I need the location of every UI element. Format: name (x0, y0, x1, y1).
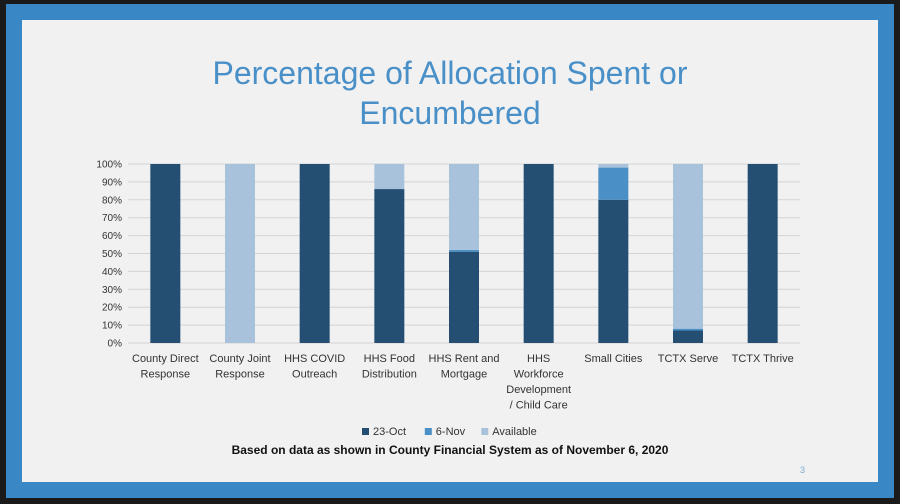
x-tick-label: Response (141, 369, 191, 381)
x-tick-label: / Child Care (510, 400, 568, 412)
title-line-1: Percentage of Allocation Spent or (212, 55, 688, 91)
footnote: Based on data as shown in County Financi… (231, 443, 669, 457)
bar-segment-23-oct (374, 189, 405, 343)
y-tick-label: 60% (102, 231, 122, 242)
title-line-2: Encumbered (359, 95, 541, 131)
y-tick-label: 40% (102, 267, 122, 278)
bar-segment-23-oct (449, 251, 479, 343)
y-tick-label: 70% (102, 213, 122, 224)
x-tick-label: HHS Food (364, 353, 415, 365)
y-tick-label: 20% (102, 303, 122, 314)
x-tick-label: Response (215, 369, 265, 381)
y-tick-label: 0% (108, 339, 123, 350)
y-tick-label: 50% (102, 249, 122, 260)
slide-title: Percentage of Allocation Spent or Encumb… (22, 53, 878, 133)
y-tick-label: 100% (96, 160, 122, 171)
y-tick-label: 80% (102, 195, 122, 206)
legend-label: 23-Oct (373, 426, 406, 438)
x-tick-label: TCTX Serve (658, 353, 719, 365)
x-tick-label: County Joint (209, 353, 270, 365)
bar-segment-23-oct (150, 164, 181, 343)
legend-swatch (424, 428, 432, 435)
legend-swatch (481, 428, 489, 435)
bar-segment-available (225, 164, 255, 343)
bar-segment-6-nov (598, 167, 629, 200)
x-tick-label: HHS (527, 353, 550, 365)
bar-segment-23-oct (523, 164, 554, 343)
bar-segment-available (673, 164, 703, 329)
bar-segment-23-oct (598, 199, 629, 343)
bar-segment-23-oct (747, 164, 778, 343)
x-tick-label: Distribution (362, 369, 417, 381)
bar-segment-6-nov (673, 328, 703, 331)
x-tick-label: HHS COVID (284, 353, 345, 365)
legend-swatch (362, 428, 369, 435)
x-tick-label: HHS Rent and (429, 353, 500, 365)
y-tick-label: 30% (102, 285, 122, 296)
bar-segment-available (598, 164, 629, 168)
bar-segment-23-oct (299, 164, 330, 343)
x-tick-label: Outreach (292, 369, 337, 381)
bar-segment-6-nov (449, 249, 479, 252)
x-tick-label: TCTX Thrive (732, 353, 794, 365)
legend-label: 6-Nov (436, 426, 466, 438)
page-number: 3 (800, 465, 806, 475)
x-tick-label: Workforce (514, 369, 564, 381)
x-tick-label: Mortgage (441, 369, 487, 381)
x-tick-label: Small Cities (584, 353, 643, 365)
bar-segment-23-oct (673, 330, 703, 343)
bar-segment-available (449, 164, 479, 250)
bar-segment-available (374, 164, 405, 190)
y-tick-label: 90% (102, 177, 122, 188)
legend-label: Available (492, 426, 536, 438)
x-tick-label: Development (506, 384, 571, 396)
x-tick-label: County Direct (132, 353, 199, 365)
y-tick-label: 10% (102, 321, 122, 332)
